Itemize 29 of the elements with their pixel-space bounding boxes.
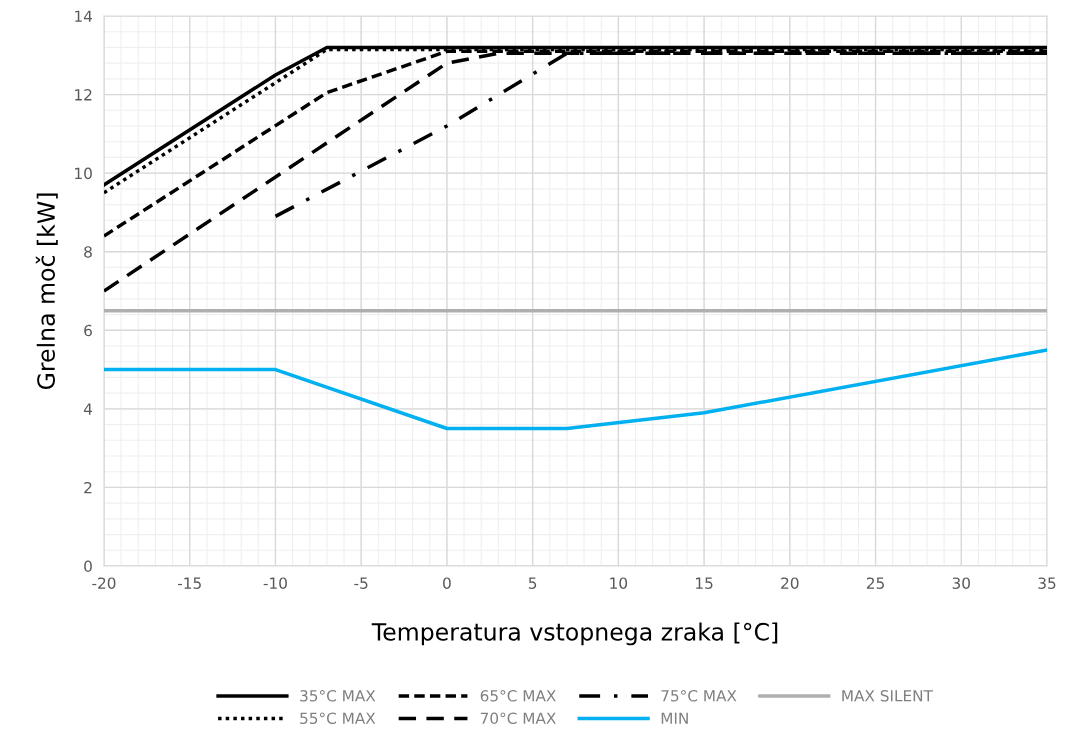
x-tick-label: -15 xyxy=(178,577,201,589)
legend-label: MIN xyxy=(661,712,688,724)
x-tick-label: -10 xyxy=(263,577,287,589)
legend-label: 35°C MAX xyxy=(300,690,376,702)
legend-label: MAX SILENT xyxy=(842,690,933,702)
legend-label: 65°C MAX xyxy=(480,690,556,702)
legend-label: 75°C MAX xyxy=(661,690,737,702)
legend-label: 55°C MAX xyxy=(300,712,376,724)
y-tick-label: 10 xyxy=(75,167,92,180)
y-tick-label: 4 xyxy=(83,403,93,415)
y-tick-label: 6 xyxy=(84,324,92,337)
x-tick-label: 0 xyxy=(443,577,451,589)
x-tick-label: 15 xyxy=(696,577,713,589)
y-tick-label: 12 xyxy=(75,89,92,101)
x-tick-label: -5 xyxy=(354,577,368,589)
x-tick-label: 10 xyxy=(610,577,628,589)
x-tick-label: 5 xyxy=(528,577,537,589)
y-tick-label: 14 xyxy=(75,10,93,22)
x-tick-label: 30 xyxy=(952,577,970,589)
legend-label: 70°C MAX xyxy=(480,712,556,724)
x-tick-label: 20 xyxy=(781,577,799,589)
y-tick-label: 8 xyxy=(84,246,92,258)
y-tick-label: 2 xyxy=(84,481,92,494)
x-tick-label: 35 xyxy=(1038,577,1056,589)
y-tick-label: 0 xyxy=(84,560,92,573)
x-tick-label: -20 xyxy=(92,577,116,589)
x-axis-title: Temperatura vstopnega zraka [°C] xyxy=(371,622,778,646)
y-axis-title: Grelna moč [kW] xyxy=(35,193,58,390)
x-tick-label: 25 xyxy=(866,577,884,589)
